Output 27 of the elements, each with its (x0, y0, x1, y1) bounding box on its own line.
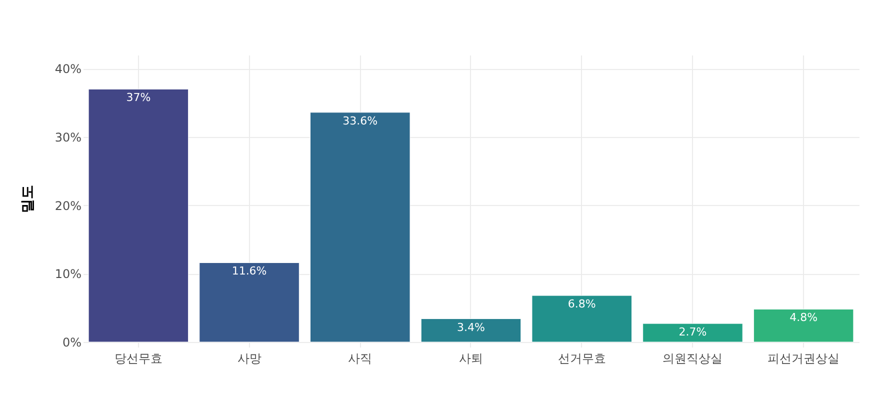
bar (199, 262, 300, 342)
y-tick-label: 10% (54, 267, 82, 282)
y-tick-label: 0% (62, 336, 82, 350)
bar (88, 88, 189, 342)
x-tick-label: 사직 (348, 352, 372, 366)
data-label: 6.8% (568, 298, 596, 311)
bar (642, 323, 743, 342)
data-label: 33.6% (342, 114, 378, 128)
data-label: 4.8% (790, 311, 818, 324)
data-label: 11.6% (232, 264, 267, 278)
data-label: 3.4% (457, 320, 485, 334)
bar (310, 112, 410, 342)
y-tick-label: 30% (54, 130, 82, 144)
bar (532, 295, 632, 342)
x-tick-label: 피선거권상실 (768, 352, 840, 366)
data-label: 37% (126, 91, 151, 104)
data-label: 2.7% (678, 326, 707, 339)
y-tick-label: 40% (54, 62, 82, 76)
x-tick-label: 선거무효 (558, 352, 606, 366)
x-tick-label: 의원직상실 (662, 352, 723, 366)
y-axis-title: 밀도 (20, 185, 36, 213)
x-tick-label: 사퇴 (459, 352, 483, 366)
x-tick-label: 사망 (237, 352, 262, 366)
bar (420, 318, 522, 342)
x-tick-label: 당선무효 (114, 352, 162, 366)
y-tick-label: 20% (54, 198, 82, 213)
bar (753, 308, 854, 342)
